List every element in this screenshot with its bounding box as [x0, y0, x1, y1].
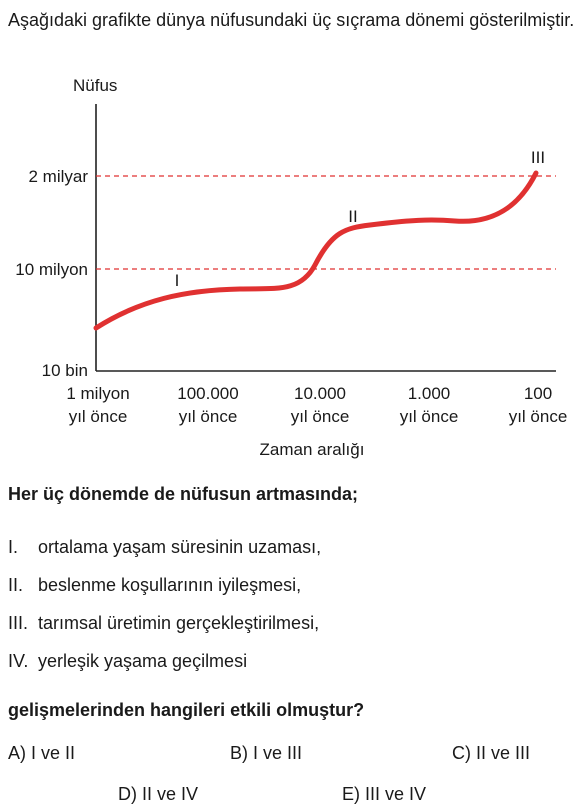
x-axis-label: Zaman aralığı — [260, 440, 365, 459]
x-tick-1-line2: yıl önce — [69, 407, 128, 426]
x-tick-3-line2: yıl önce — [291, 407, 350, 426]
period-label-1: I — [175, 271, 180, 290]
x-tick-1-line1: 1 milyon — [66, 384, 129, 403]
answer-option-a[interactable]: A) I ve II — [8, 743, 76, 763]
answer-option-e[interactable]: E) III ve IV — [342, 784, 427, 804]
question-stem: Her üç dönemde de nüfusun artmasında; — [8, 484, 359, 504]
x-tick-4-line2: yıl önce — [400, 407, 459, 426]
answer-option-c[interactable]: C) II ve III — [452, 743, 531, 763]
period-label-2: II — [348, 207, 357, 226]
x-tick-5-line2: yıl önce — [509, 407, 568, 426]
x-tick-3-line1: 10.000 — [294, 384, 346, 403]
period-label-3: III — [531, 148, 545, 167]
answer-option-d[interactable]: D) II ve IV — [118, 784, 199, 804]
population-curve — [93, 170, 539, 331]
statement-list: I. ortalama yaşam süresinin uzaması, II. b… — [8, 536, 321, 688]
x-tick-2-line1: 100.000 — [177, 384, 238, 403]
statement-item: I. ortalama yaşam süresinin uzaması, — [8, 536, 321, 574]
statement-number: II. — [8, 575, 24, 595]
y-tick-10-milyon: 10 milyon — [15, 260, 88, 279]
y-tick-2-milyar: 2 milyar — [28, 167, 88, 186]
statement-text: beslenme koşullarının iyileşmesi, — [38, 575, 302, 595]
y-axis-label: Nüfus — [73, 76, 117, 95]
y-tick-10-bin: 10 bin — [42, 361, 88, 380]
x-tick-4-line1: 1.000 — [408, 384, 451, 403]
statement-item: III. tarımsal üretimin gerçekleştirilmesi… — [8, 612, 321, 650]
question-text: gelişmelerinden hangileri etkili olmuştu… — [8, 700, 365, 720]
x-tick-2-line2: yıl önce — [179, 407, 238, 426]
population-chart: Nüfus 2 milyar 10 milyon 10 bin 1 milyon… — [15, 76, 568, 459]
statement-text: tarımsal üretimin gerçekleştirilmesi, — [38, 613, 320, 633]
statement-item: II. beslenme koşullarının iyileşmesi, — [8, 574, 321, 612]
statement-text: yerleşik yaşama geçilmesi — [38, 651, 248, 671]
statement-item: IV. yerleşik yaşama geçilmesi — [8, 650, 321, 688]
intro-text: Aşağıdaki grafikte dünya nüfusundaki üç … — [8, 10, 575, 30]
statement-number: IV. — [8, 651, 29, 671]
x-tick-5-line1: 100 — [524, 384, 552, 403]
answer-option-b[interactable]: B) I ve III — [230, 743, 303, 763]
statement-number: I. — [8, 537, 19, 557]
statement-text: ortalama yaşam süresinin uzaması, — [38, 537, 322, 557]
statement-number: III. — [8, 613, 29, 633]
